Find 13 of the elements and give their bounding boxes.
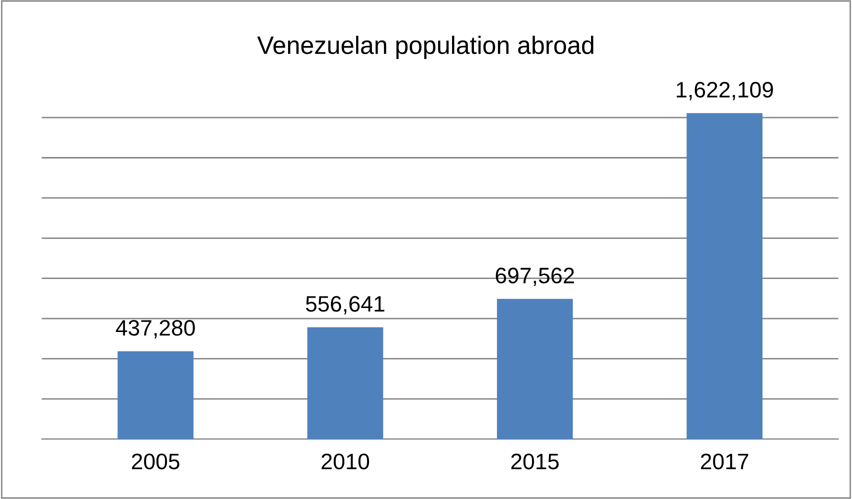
x-tick-label: 2005 bbox=[132, 454, 180, 470]
data-label: 556,641 bbox=[306, 296, 384, 314]
bar bbox=[307, 327, 384, 440]
data-label: 437,280 bbox=[116, 320, 195, 338]
x-tick-label: 2015 bbox=[511, 454, 559, 470]
bar bbox=[496, 298, 573, 440]
bar bbox=[686, 113, 762, 440]
x-tick-label: 2017 bbox=[700, 454, 748, 470]
data-label: 1,622,109 bbox=[676, 82, 773, 100]
data-label: 697,562 bbox=[496, 268, 574, 286]
bar bbox=[118, 351, 194, 440]
x-tick-label: 2010 bbox=[322, 454, 370, 470]
chart-title: Venezuelan population abroad bbox=[257, 36, 594, 60]
